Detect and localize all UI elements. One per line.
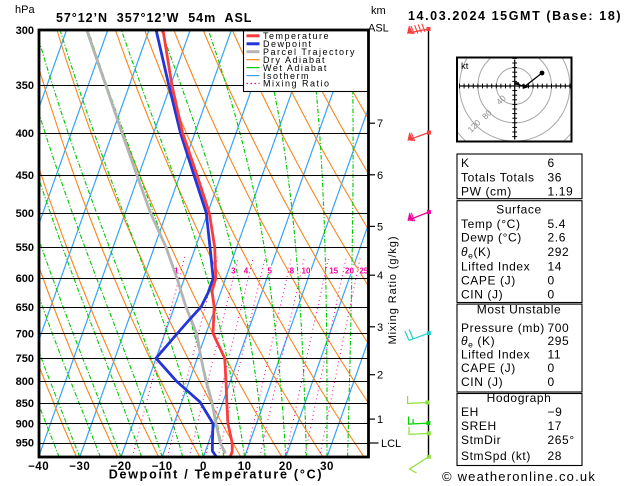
svg-text:8: 8 — [290, 266, 295, 275]
svg-text:300: 300 — [16, 25, 34, 37]
svg-text:StmDir: StmDir — [461, 433, 501, 447]
svg-text:11: 11 — [548, 348, 562, 362]
svg-text:5: 5 — [267, 266, 272, 275]
svg-text:650: 650 — [16, 302, 34, 314]
svg-text:20: 20 — [345, 266, 354, 275]
svg-text:0: 0 — [548, 288, 555, 302]
svg-text:Isotherm: Isotherm — [263, 71, 310, 81]
svg-text:20: 20 — [279, 461, 293, 473]
svg-text:265°: 265° — [548, 433, 575, 447]
svg-text:700: 700 — [16, 328, 34, 340]
svg-text:900: 900 — [16, 418, 34, 430]
svg-text:10: 10 — [238, 461, 252, 473]
svg-text:550: 550 — [16, 242, 34, 254]
svg-text:10: 10 — [302, 266, 311, 275]
svg-text:15: 15 — [329, 266, 338, 275]
svg-text:km: km — [371, 5, 386, 17]
svg-text:1: 1 — [377, 414, 383, 426]
svg-text:800: 800 — [16, 376, 34, 388]
svg-text:−9: −9 — [548, 405, 563, 419]
svg-text:500: 500 — [16, 208, 34, 220]
svg-text:Dewpoint: Dewpoint — [263, 39, 313, 49]
svg-text:57°12’N 357°12’W 54m ASL: 57°12’N 357°12’W 54m ASL — [56, 11, 252, 25]
svg-text:© weatheronline.co.uk: © weatheronline.co.uk — [442, 469, 596, 484]
svg-text:LCL: LCL — [381, 438, 401, 450]
svg-text:950: 950 — [16, 438, 34, 450]
svg-text:K: K — [461, 156, 470, 170]
svg-text:SREH: SREH — [461, 419, 497, 433]
svg-text:Mixing Ratio (g/kg): Mixing Ratio (g/kg) — [387, 236, 399, 345]
svg-text:CAPE (J): CAPE (J) — [461, 274, 516, 288]
svg-text:Dewp (°C): Dewp (°C) — [461, 230, 522, 244]
svg-text:Most Unstable: Most Unstable — [477, 302, 562, 316]
svg-text:Hodograph: Hodograph — [487, 391, 552, 405]
svg-text:Lifted Index: Lifted Index — [461, 259, 530, 273]
svg-text:700: 700 — [548, 321, 570, 335]
svg-text:750: 750 — [16, 353, 34, 365]
svg-text:30: 30 — [320, 461, 334, 473]
svg-text:292: 292 — [548, 245, 570, 259]
svg-text:850: 850 — [16, 398, 34, 410]
svg-text:−40: −40 — [28, 461, 49, 473]
svg-text:Totals Totals: Totals Totals — [461, 170, 535, 184]
svg-text:3: 3 — [377, 322, 383, 334]
svg-text:Temperature: Temperature — [263, 31, 330, 41]
svg-text:25: 25 — [359, 266, 368, 275]
svg-text:Parcel Trajectory: Parcel Trajectory — [263, 47, 356, 57]
svg-text:kt: kt — [461, 61, 469, 72]
svg-text:2: 2 — [377, 370, 383, 382]
svg-text:PW (cm): PW (cm) — [461, 184, 512, 198]
svg-text:Temp (°C): Temp (°C) — [461, 217, 521, 231]
svg-text:0: 0 — [548, 375, 555, 389]
svg-text:Lifted Index: Lifted Index — [461, 348, 530, 362]
svg-text:350: 350 — [16, 80, 34, 92]
svg-text:3: 3 — [231, 266, 236, 275]
svg-text:−10: −10 — [152, 461, 173, 473]
svg-text:14.03.2024 15GMT (Base: 18): 14.03.2024 15GMT (Base: 18) — [408, 9, 622, 23]
svg-text:0: 0 — [548, 274, 555, 288]
svg-text:Dry Adiabat: Dry Adiabat — [263, 55, 326, 65]
svg-text:Surface: Surface — [496, 203, 542, 217]
svg-text:EH: EH — [461, 405, 479, 419]
svg-text:400: 400 — [16, 128, 34, 140]
svg-text:Dewpoint / Temperature (°C): Dewpoint / Temperature (°C) — [109, 468, 324, 482]
svg-text:6: 6 — [548, 156, 555, 170]
svg-text:StmSpd (kt): StmSpd (kt) — [461, 449, 531, 463]
svg-text:Pressure (mb): Pressure (mb) — [461, 321, 545, 335]
svg-text:295: 295 — [548, 334, 570, 348]
svg-text:CAPE (J): CAPE (J) — [461, 361, 516, 375]
svg-text:CIN (J): CIN (J) — [461, 375, 503, 389]
svg-text:600: 600 — [16, 273, 34, 285]
svg-text:−30: −30 — [69, 461, 90, 473]
svg-text:Wet Adiabat: Wet Adiabat — [263, 63, 328, 73]
svg-text:hPa: hPa — [15, 4, 35, 16]
svg-text:ASL: ASL — [368, 23, 389, 35]
svg-text:14: 14 — [548, 259, 563, 273]
svg-text:θe(K): θe(K) — [461, 245, 491, 261]
svg-text:450: 450 — [16, 170, 34, 182]
svg-text:5.4: 5.4 — [548, 217, 566, 231]
svg-text:5: 5 — [377, 221, 383, 233]
svg-text:28: 28 — [548, 449, 563, 463]
svg-text:17: 17 — [548, 419, 563, 433]
svg-text:Mixing Ratio: Mixing Ratio — [263, 79, 331, 89]
svg-text:0: 0 — [200, 461, 207, 473]
svg-text:−20: −20 — [110, 461, 131, 473]
svg-text:2.6: 2.6 — [548, 230, 566, 244]
svg-text:4: 4 — [244, 266, 249, 275]
svg-text:0: 0 — [548, 361, 555, 375]
svg-text:4: 4 — [377, 270, 383, 282]
svg-text:1.19: 1.19 — [548, 184, 574, 198]
svg-text:6: 6 — [377, 170, 383, 182]
svg-text:CIN (J): CIN (J) — [461, 288, 503, 302]
svg-text:1: 1 — [174, 266, 179, 275]
svg-text:7: 7 — [377, 118, 383, 130]
svg-text:θe (K): θe (K) — [461, 334, 495, 350]
svg-text:36: 36 — [548, 170, 563, 184]
